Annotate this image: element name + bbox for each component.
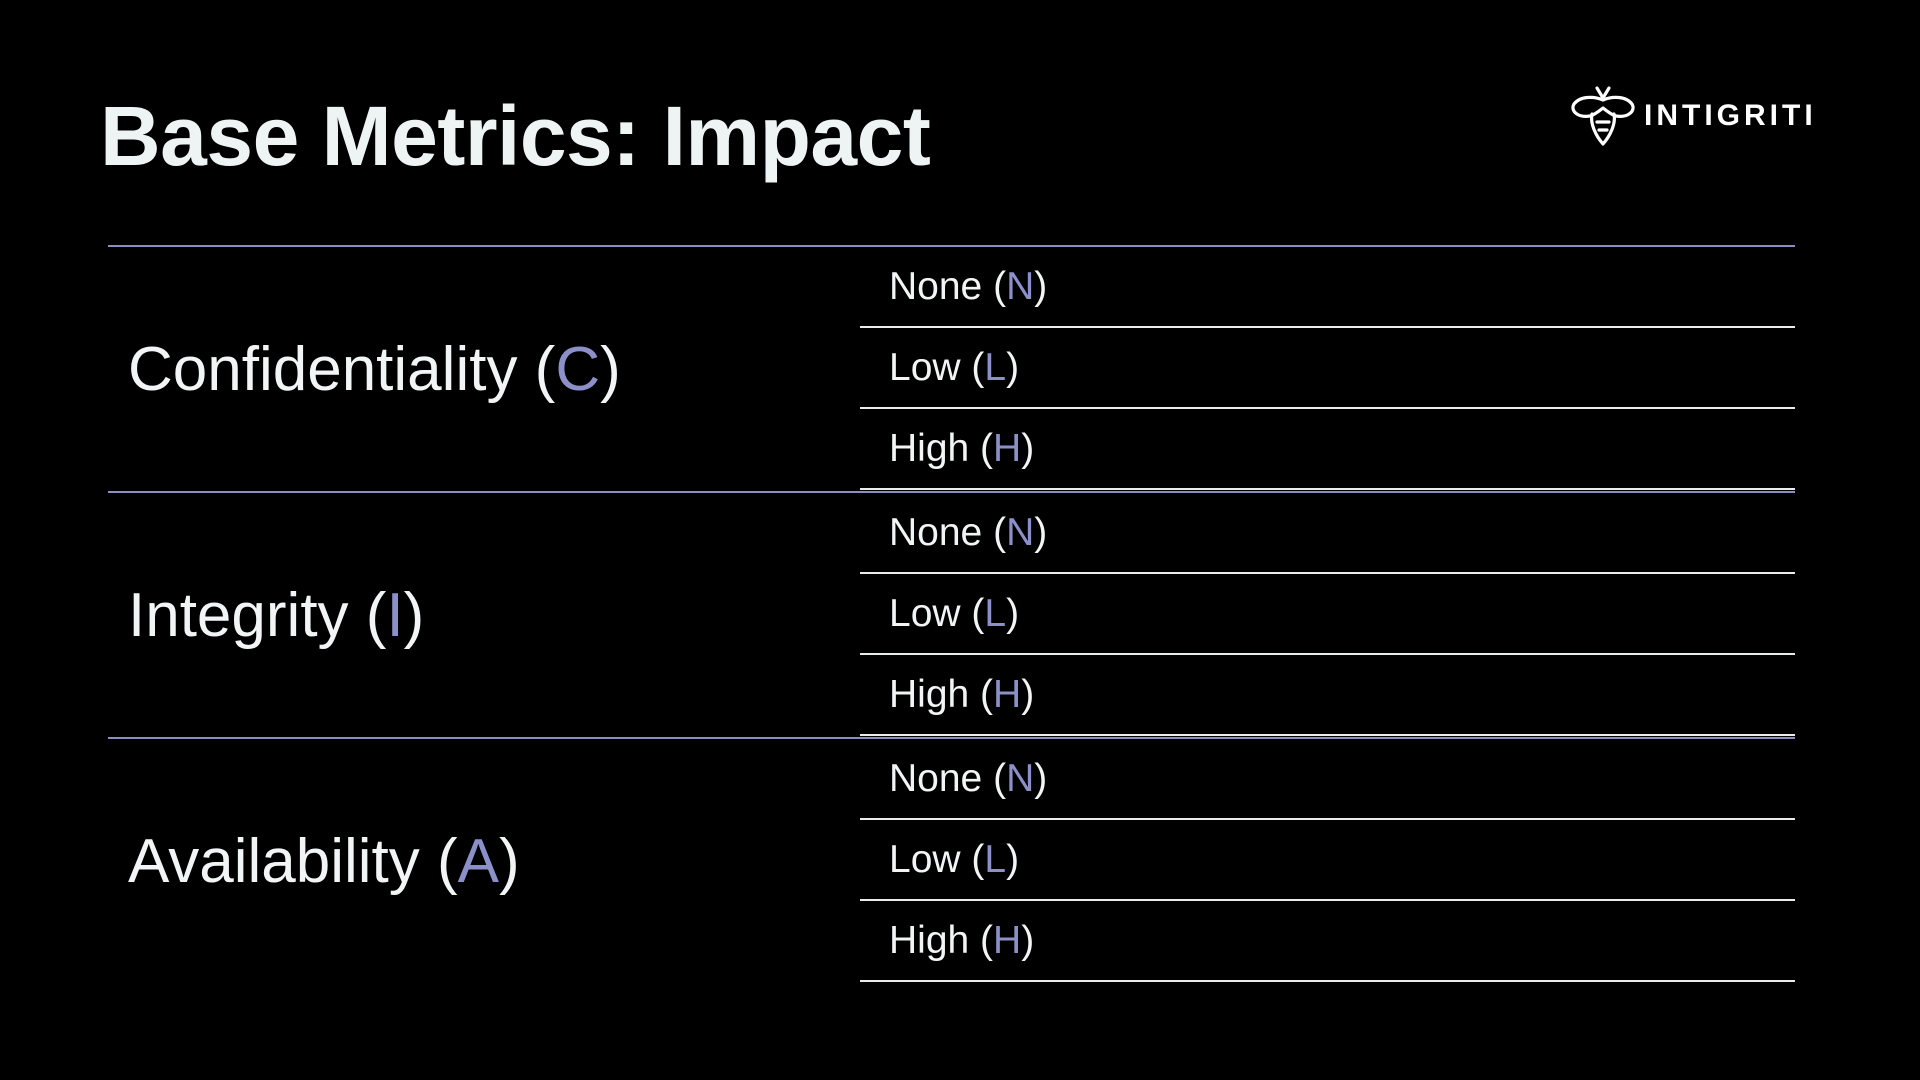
- option-abbr: H: [993, 672, 1022, 716]
- option-label: None: [889, 510, 983, 554]
- metric-label: Confidentiality (C): [128, 334, 621, 404]
- option-abbr: N: [1006, 264, 1035, 308]
- logo-wordmark: INTIGRITI: [1644, 99, 1817, 132]
- metric-name: Availability: [128, 826, 420, 896]
- impact-metrics-table: Confidentiality (C) None (N) Low (L) Hig…: [108, 245, 1795, 983]
- option-none: None (N): [860, 739, 1795, 820]
- bee-logo-icon: [1571, 86, 1635, 146]
- option-label: High: [889, 918, 970, 962]
- option-label: Low: [889, 345, 961, 389]
- option-label: High: [889, 672, 970, 716]
- option-low: Low (L): [860, 820, 1795, 901]
- page-title: Base Metrics: Impact: [100, 89, 931, 183]
- metric-abbr: I: [386, 580, 404, 650]
- option-abbr: N: [1006, 756, 1035, 800]
- metric-group-integrity: Integrity (I) None (N) Low (L) High (H): [108, 491, 1795, 737]
- intigriti-logo: INTIGRITI: [1568, 84, 1817, 148]
- metric-abbr: C: [555, 334, 601, 404]
- metric-group-availability: Availability (A) None (N) Low (L) High (…: [108, 737, 1795, 983]
- option-label: Low: [889, 591, 961, 635]
- option-abbr: L: [984, 837, 1007, 881]
- metric-group-confidentiality: Confidentiality (C) None (N) Low (L) Hig…: [108, 245, 1795, 491]
- option-label: None: [889, 264, 983, 308]
- option-abbr: H: [993, 918, 1022, 962]
- metric-name: Integrity: [128, 580, 349, 650]
- option-abbr: N: [1006, 510, 1035, 554]
- option-abbr: H: [993, 426, 1022, 470]
- option-abbr: L: [984, 591, 1007, 635]
- metric-options: None (N) Low (L) High (H): [860, 247, 1795, 490]
- option-none: None (N): [860, 493, 1795, 574]
- option-label: High: [889, 426, 970, 470]
- option-low: Low (L): [860, 328, 1795, 409]
- option-high: High (H): [860, 409, 1795, 490]
- metric-label: Integrity (I): [128, 580, 425, 650]
- metric-options: None (N) Low (L) High (H): [860, 739, 1795, 982]
- option-label: None: [889, 756, 983, 800]
- option-high: High (H): [860, 901, 1795, 982]
- metric-label: Availability (A): [128, 826, 520, 896]
- option-none: None (N): [860, 247, 1795, 328]
- option-low: Low (L): [860, 574, 1795, 655]
- metric-options: None (N) Low (L) High (H): [860, 493, 1795, 736]
- metric-abbr: A: [457, 826, 500, 896]
- metric-name: Confidentiality: [128, 334, 518, 404]
- option-abbr: L: [984, 345, 1007, 389]
- option-label: Low: [889, 837, 961, 881]
- option-high: High (H): [860, 655, 1795, 736]
